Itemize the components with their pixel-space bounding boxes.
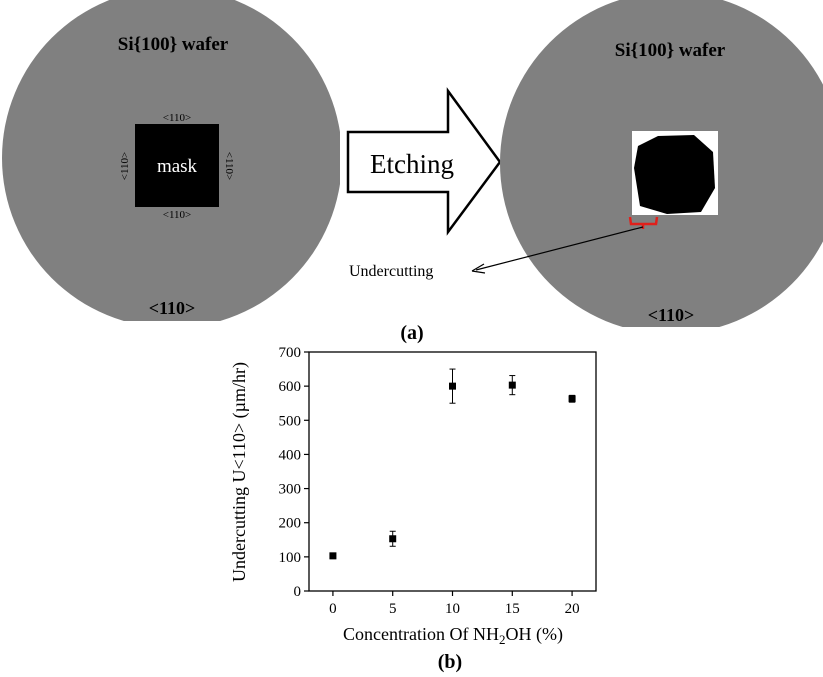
- right-flat-label: <110>: [648, 305, 695, 325]
- left-wafer: Si{100} wafer mask <110> <110> <110> <11…: [2, 0, 340, 321]
- x-tick-label: 10: [445, 601, 460, 617]
- panel-a: Si{100} wafer mask <110> <110> <110> <11…: [2, 0, 823, 344]
- mask-label: mask: [157, 156, 198, 177]
- undercut-pointer-line: [475, 226, 644, 271]
- y-tick-label: 300: [279, 482, 302, 498]
- y-tick-label: 0: [294, 584, 302, 600]
- undercut-bracket: [628, 216, 659, 229]
- data-point-marker: [568, 395, 576, 403]
- mask-edge-right-label: <110>: [223, 152, 235, 181]
- etching-arrow-label: Etching: [370, 149, 454, 179]
- etched-cavity: [634, 135, 715, 214]
- x-axis-label-prefix: Concentration Of NH: [343, 624, 499, 644]
- y-tick-label: 700: [279, 345, 302, 361]
- y-tick-label: 200: [279, 516, 302, 532]
- y-tick-label: 400: [279, 447, 302, 463]
- x-tick-label: 0: [329, 601, 337, 617]
- x-tick-label: 20: [565, 601, 580, 617]
- left-flat-label: <110>: [149, 298, 196, 318]
- x-axis-label-subscript: 2: [499, 632, 506, 647]
- right-wafer-label: Si{100} wafer: [615, 40, 726, 61]
- data-point-marker: [449, 382, 456, 390]
- mask-edge-bottom-label: <110>: [163, 209, 192, 221]
- data-point-marker: [329, 552, 337, 560]
- x-tick-label: 15: [505, 601, 520, 617]
- x-axis-label: Concentration Of NH2OH (%): [343, 624, 563, 647]
- right-wafer: Si{100} wafer Undercutting <110>: [349, 0, 823, 327]
- data-point-marker: [389, 535, 397, 543]
- x-axis-label-suffix: OH (%): [505, 624, 562, 645]
- panel-b-chart: 0 100 200 300 400 500 600 700 0 5 10 15 20 Undercut…: [229, 345, 597, 673]
- data-points: [329, 368, 576, 560]
- mask-square: [135, 124, 219, 207]
- undercut-label: Undercutting: [349, 263, 433, 280]
- y-tick-label: 100: [279, 550, 302, 566]
- y-tick-label: 500: [279, 413, 302, 429]
- etching-arrow: Etching: [346, 87, 502, 236]
- x-tick-label: 5: [389, 601, 397, 617]
- left-wafer-label: Si{100} wafer: [118, 34, 229, 55]
- mask-edge-left-label: <110>: [119, 152, 131, 181]
- y-axis-label: Undercutting U<110> (µm/hr): [229, 362, 250, 582]
- mask-edge-top-label: <110>: [163, 112, 192, 124]
- x-axis-ticks: 0 5 10 15 20: [329, 591, 580, 617]
- etching-arrow-shape: [346, 87, 502, 236]
- panel-a-caption: (a): [400, 322, 423, 344]
- y-tick-label: 600: [279, 379, 302, 395]
- undercut-pointer-arrowhead: [471, 263, 486, 274]
- panel-b-caption: (b): [438, 651, 462, 673]
- data-point-marker: [508, 381, 516, 389]
- y-axis-ticks: 0 100 200 300 400 500 600 700: [279, 345, 309, 600]
